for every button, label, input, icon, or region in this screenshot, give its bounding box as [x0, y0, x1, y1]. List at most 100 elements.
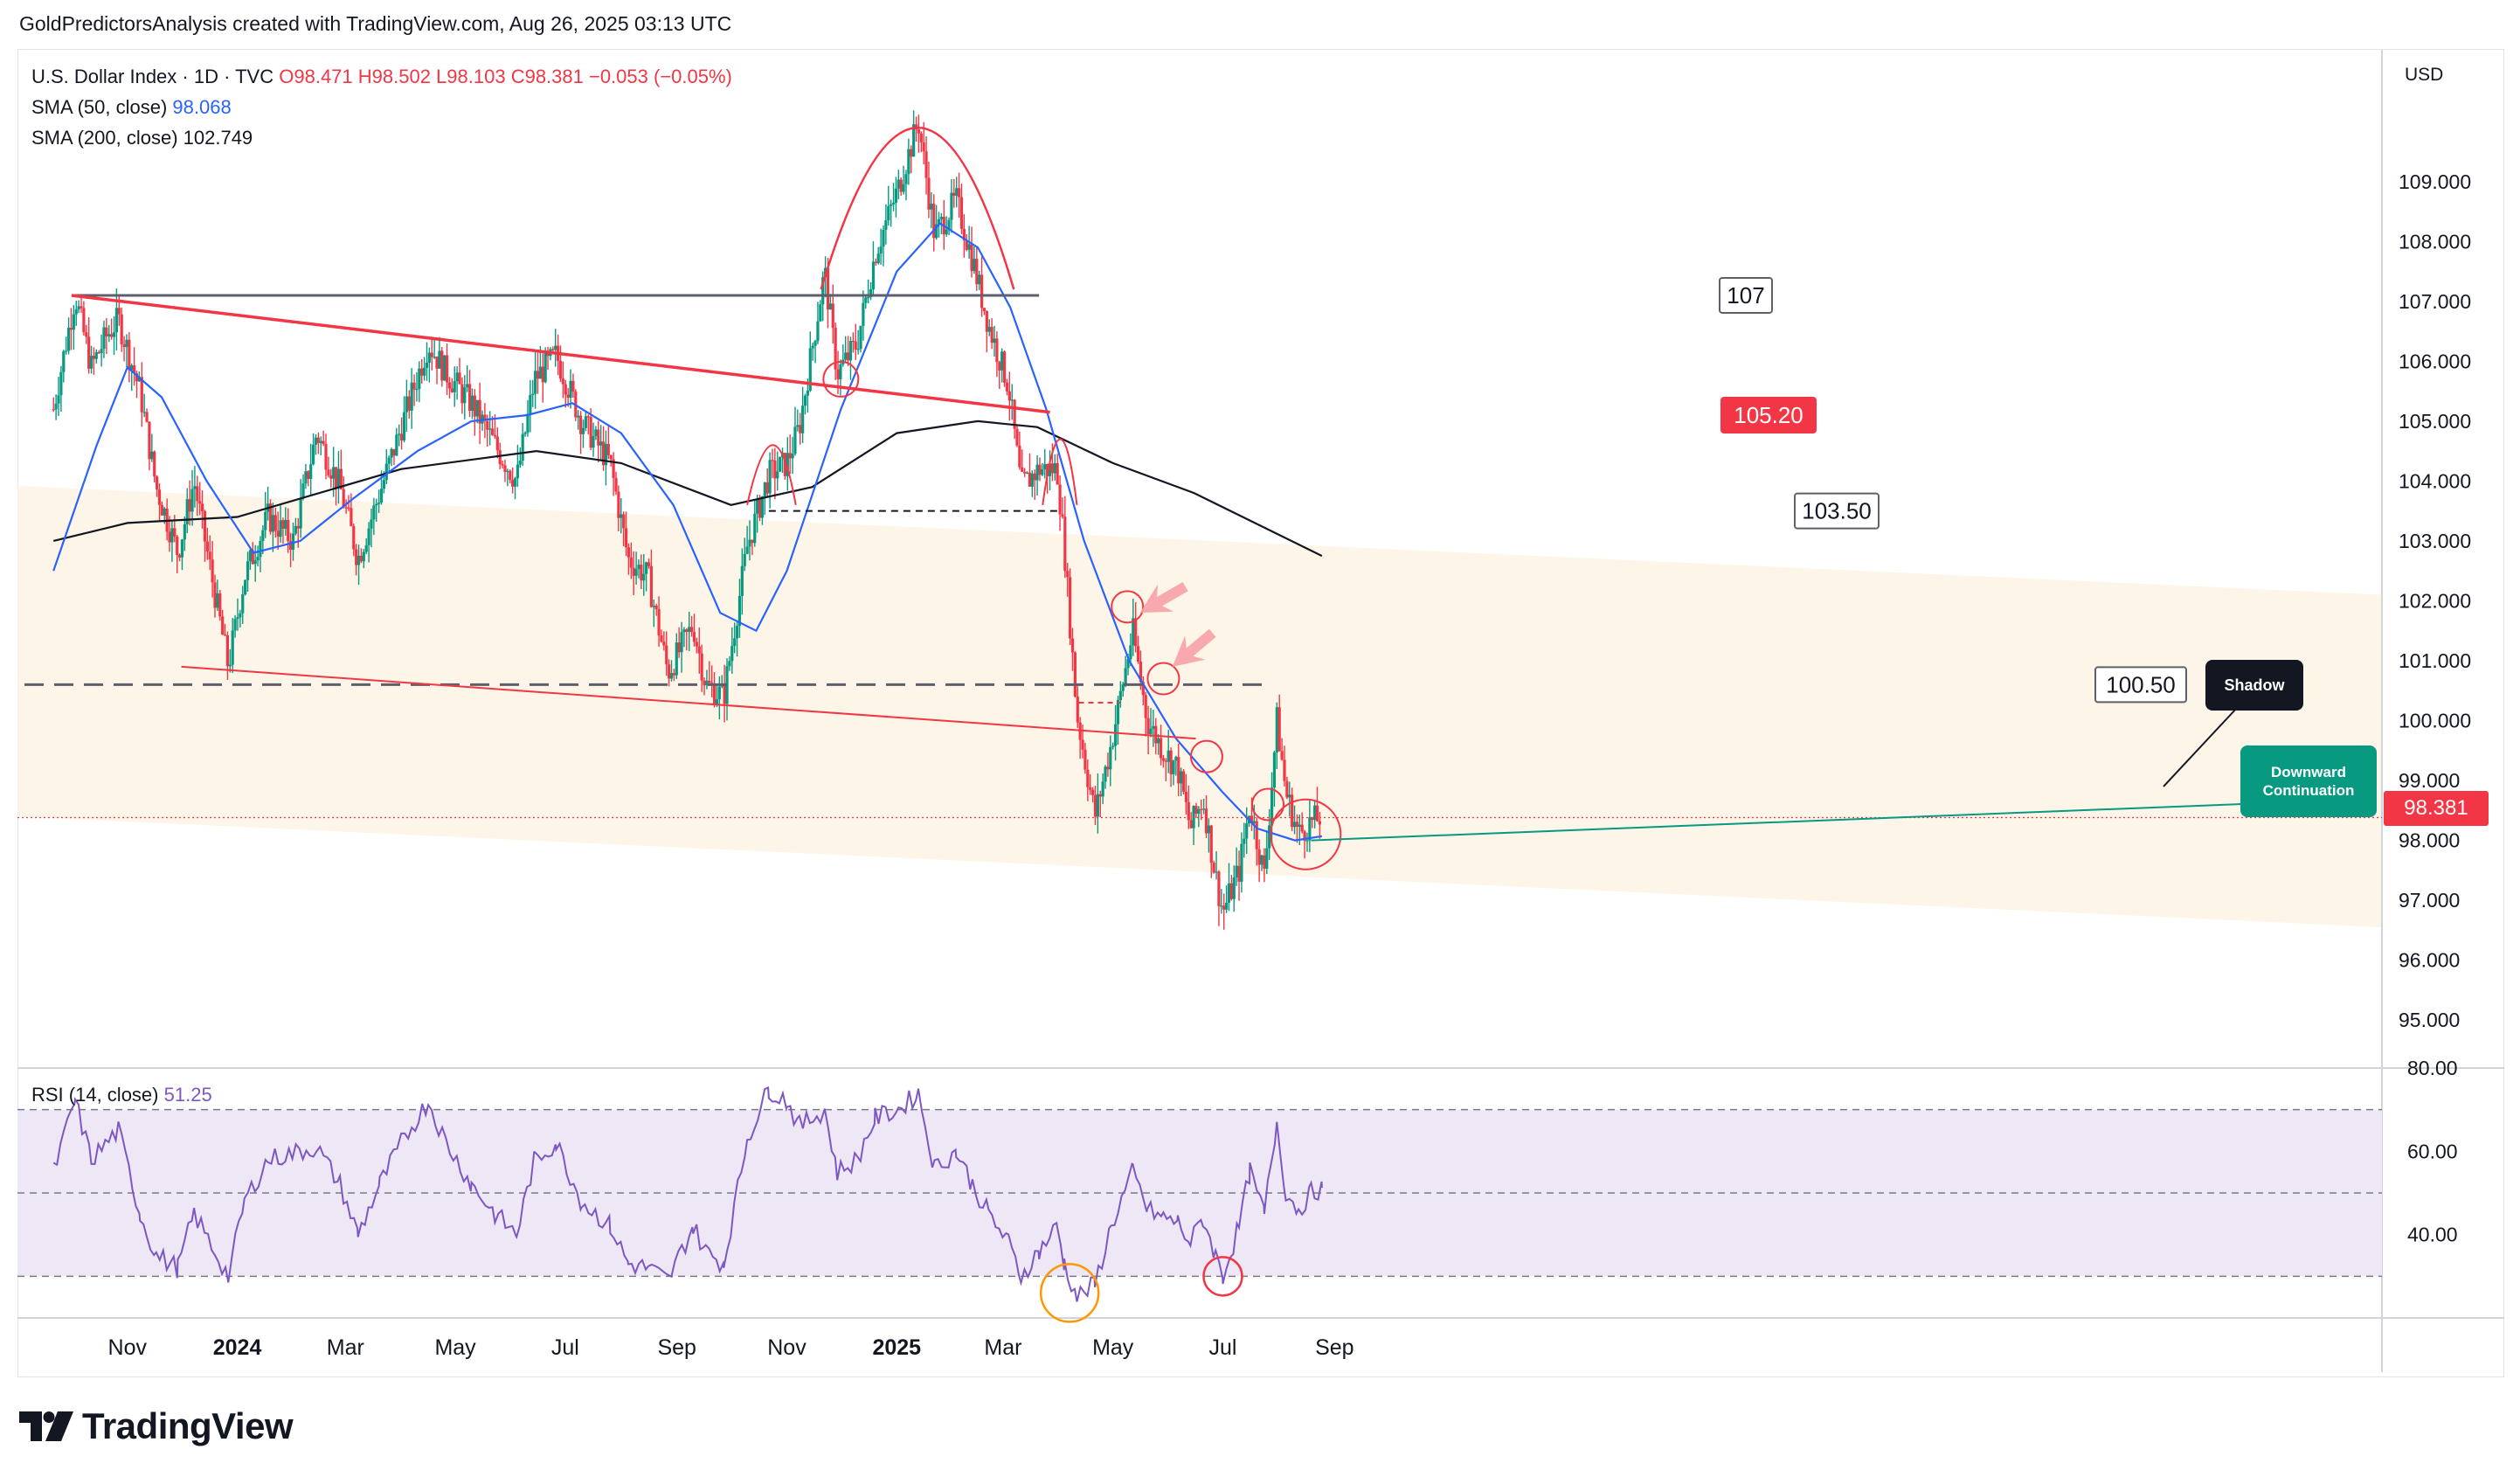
candle-body [244, 579, 247, 595]
retest-circle-1 [1111, 590, 1145, 624]
candle-body [642, 573, 646, 581]
retest-circle-3 [1189, 739, 1223, 773]
candle-body [935, 224, 938, 239]
candle-body [225, 634, 230, 667]
candle-body [1257, 849, 1261, 865]
candle-body [690, 627, 694, 633]
candle-body [751, 539, 754, 544]
candle-body [924, 151, 928, 178]
candle-body [728, 661, 731, 667]
candle-body [168, 531, 171, 543]
price-tick-label: 107.000 [2399, 290, 2471, 313]
candle-body [518, 461, 522, 465]
candle-body [748, 539, 751, 547]
candle-body [1043, 463, 1047, 470]
candle-body [1180, 771, 1183, 784]
candle-body [251, 550, 254, 565]
candle-body [551, 349, 555, 350]
candle-body [756, 499, 759, 514]
candle-body [344, 507, 348, 509]
candle-body [581, 427, 585, 434]
candle-body [1272, 752, 1277, 788]
candle-body [939, 217, 943, 219]
candle-body [692, 632, 696, 642]
candle-body [912, 124, 916, 157]
candle-body [122, 344, 126, 348]
candle-body [884, 220, 888, 230]
candle-body [993, 338, 996, 343]
candle-body [140, 377, 143, 413]
currency-label[interactable]: USD [2405, 65, 2444, 85]
candle-body [362, 551, 365, 562]
candle-body [617, 491, 620, 518]
candle-body [59, 371, 63, 396]
candle-body [826, 267, 830, 310]
candle-body [279, 520, 282, 537]
legend-symbol-row[interactable]: U.S. Dollar Index · 1D · TVC O98.471 H98… [31, 61, 732, 92]
candle-body [887, 205, 890, 221]
candle-body [799, 425, 802, 433]
candle-body [291, 533, 295, 551]
candle-body [198, 501, 202, 504]
rounded-top-arc [820, 127, 1015, 290]
candle-body [455, 372, 459, 382]
candle-body [1013, 399, 1016, 429]
candle-body [1194, 806, 1198, 815]
rsi-oversold-circle-red [1202, 1256, 1243, 1297]
candle-body [438, 350, 441, 369]
candle-body [1235, 865, 1238, 877]
candle-body [1010, 399, 1014, 401]
candle-body [606, 443, 610, 455]
candle-body [117, 308, 121, 315]
candle-body [316, 437, 320, 443]
rsi-tick-label: 40.00 [2407, 1224, 2458, 1246]
time-tick-label: May [434, 1335, 476, 1360]
legend-sma50-row[interactable]: SMA (50, close) 98.068 [31, 92, 732, 122]
candle-body [1005, 382, 1009, 392]
candle-body [672, 673, 675, 676]
candle-body [62, 351, 66, 372]
candle-body [466, 384, 469, 388]
candle-body [569, 380, 572, 399]
candle-body [753, 513, 757, 544]
tradingview-logo-icon [19, 1411, 73, 1441]
candle-body [87, 336, 91, 369]
candle-body [844, 352, 848, 360]
candle-body [788, 453, 792, 459]
candle-body [779, 457, 782, 472]
candle-body [211, 559, 214, 583]
candle-body [831, 303, 834, 328]
candle-body [894, 188, 898, 203]
candle-body [443, 355, 447, 381]
candle-body [1177, 757, 1180, 784]
candle-body [102, 327, 106, 350]
rsi-legend[interactable]: RSI (14, close) 51.25 [31, 1084, 212, 1106]
candle-body [1038, 464, 1042, 475]
candle-body [1104, 766, 1107, 782]
candle-body [336, 468, 341, 489]
downward-pointer [1311, 803, 2243, 842]
candle-body [624, 528, 628, 548]
candle-body [1295, 822, 1299, 828]
level-100-50-label: 100.50 [2106, 671, 2176, 697]
candle-body [228, 664, 232, 667]
candle-body [372, 505, 376, 520]
candle-body [112, 332, 116, 337]
tradingview-logo[interactable]: TradingView [19, 1405, 294, 1447]
candle-body [475, 399, 479, 417]
candle-body [1232, 877, 1236, 899]
brand-name: TradingView [82, 1405, 294, 1446]
candle-body [566, 394, 570, 399]
candle-body [592, 435, 595, 448]
candle-body [271, 515, 274, 532]
legend-sma200-row[interactable]: SMA (200, close) 102.749 [31, 122, 732, 153]
candle-body [1101, 781, 1104, 797]
candle-body [1081, 739, 1084, 750]
candle-body [233, 619, 237, 631]
candle-body [917, 129, 921, 134]
candle-body [284, 519, 287, 530]
candle-body [1126, 659, 1130, 669]
candle-body [1220, 905, 1223, 907]
price-tick-label: 99.000 [2399, 769, 2460, 792]
